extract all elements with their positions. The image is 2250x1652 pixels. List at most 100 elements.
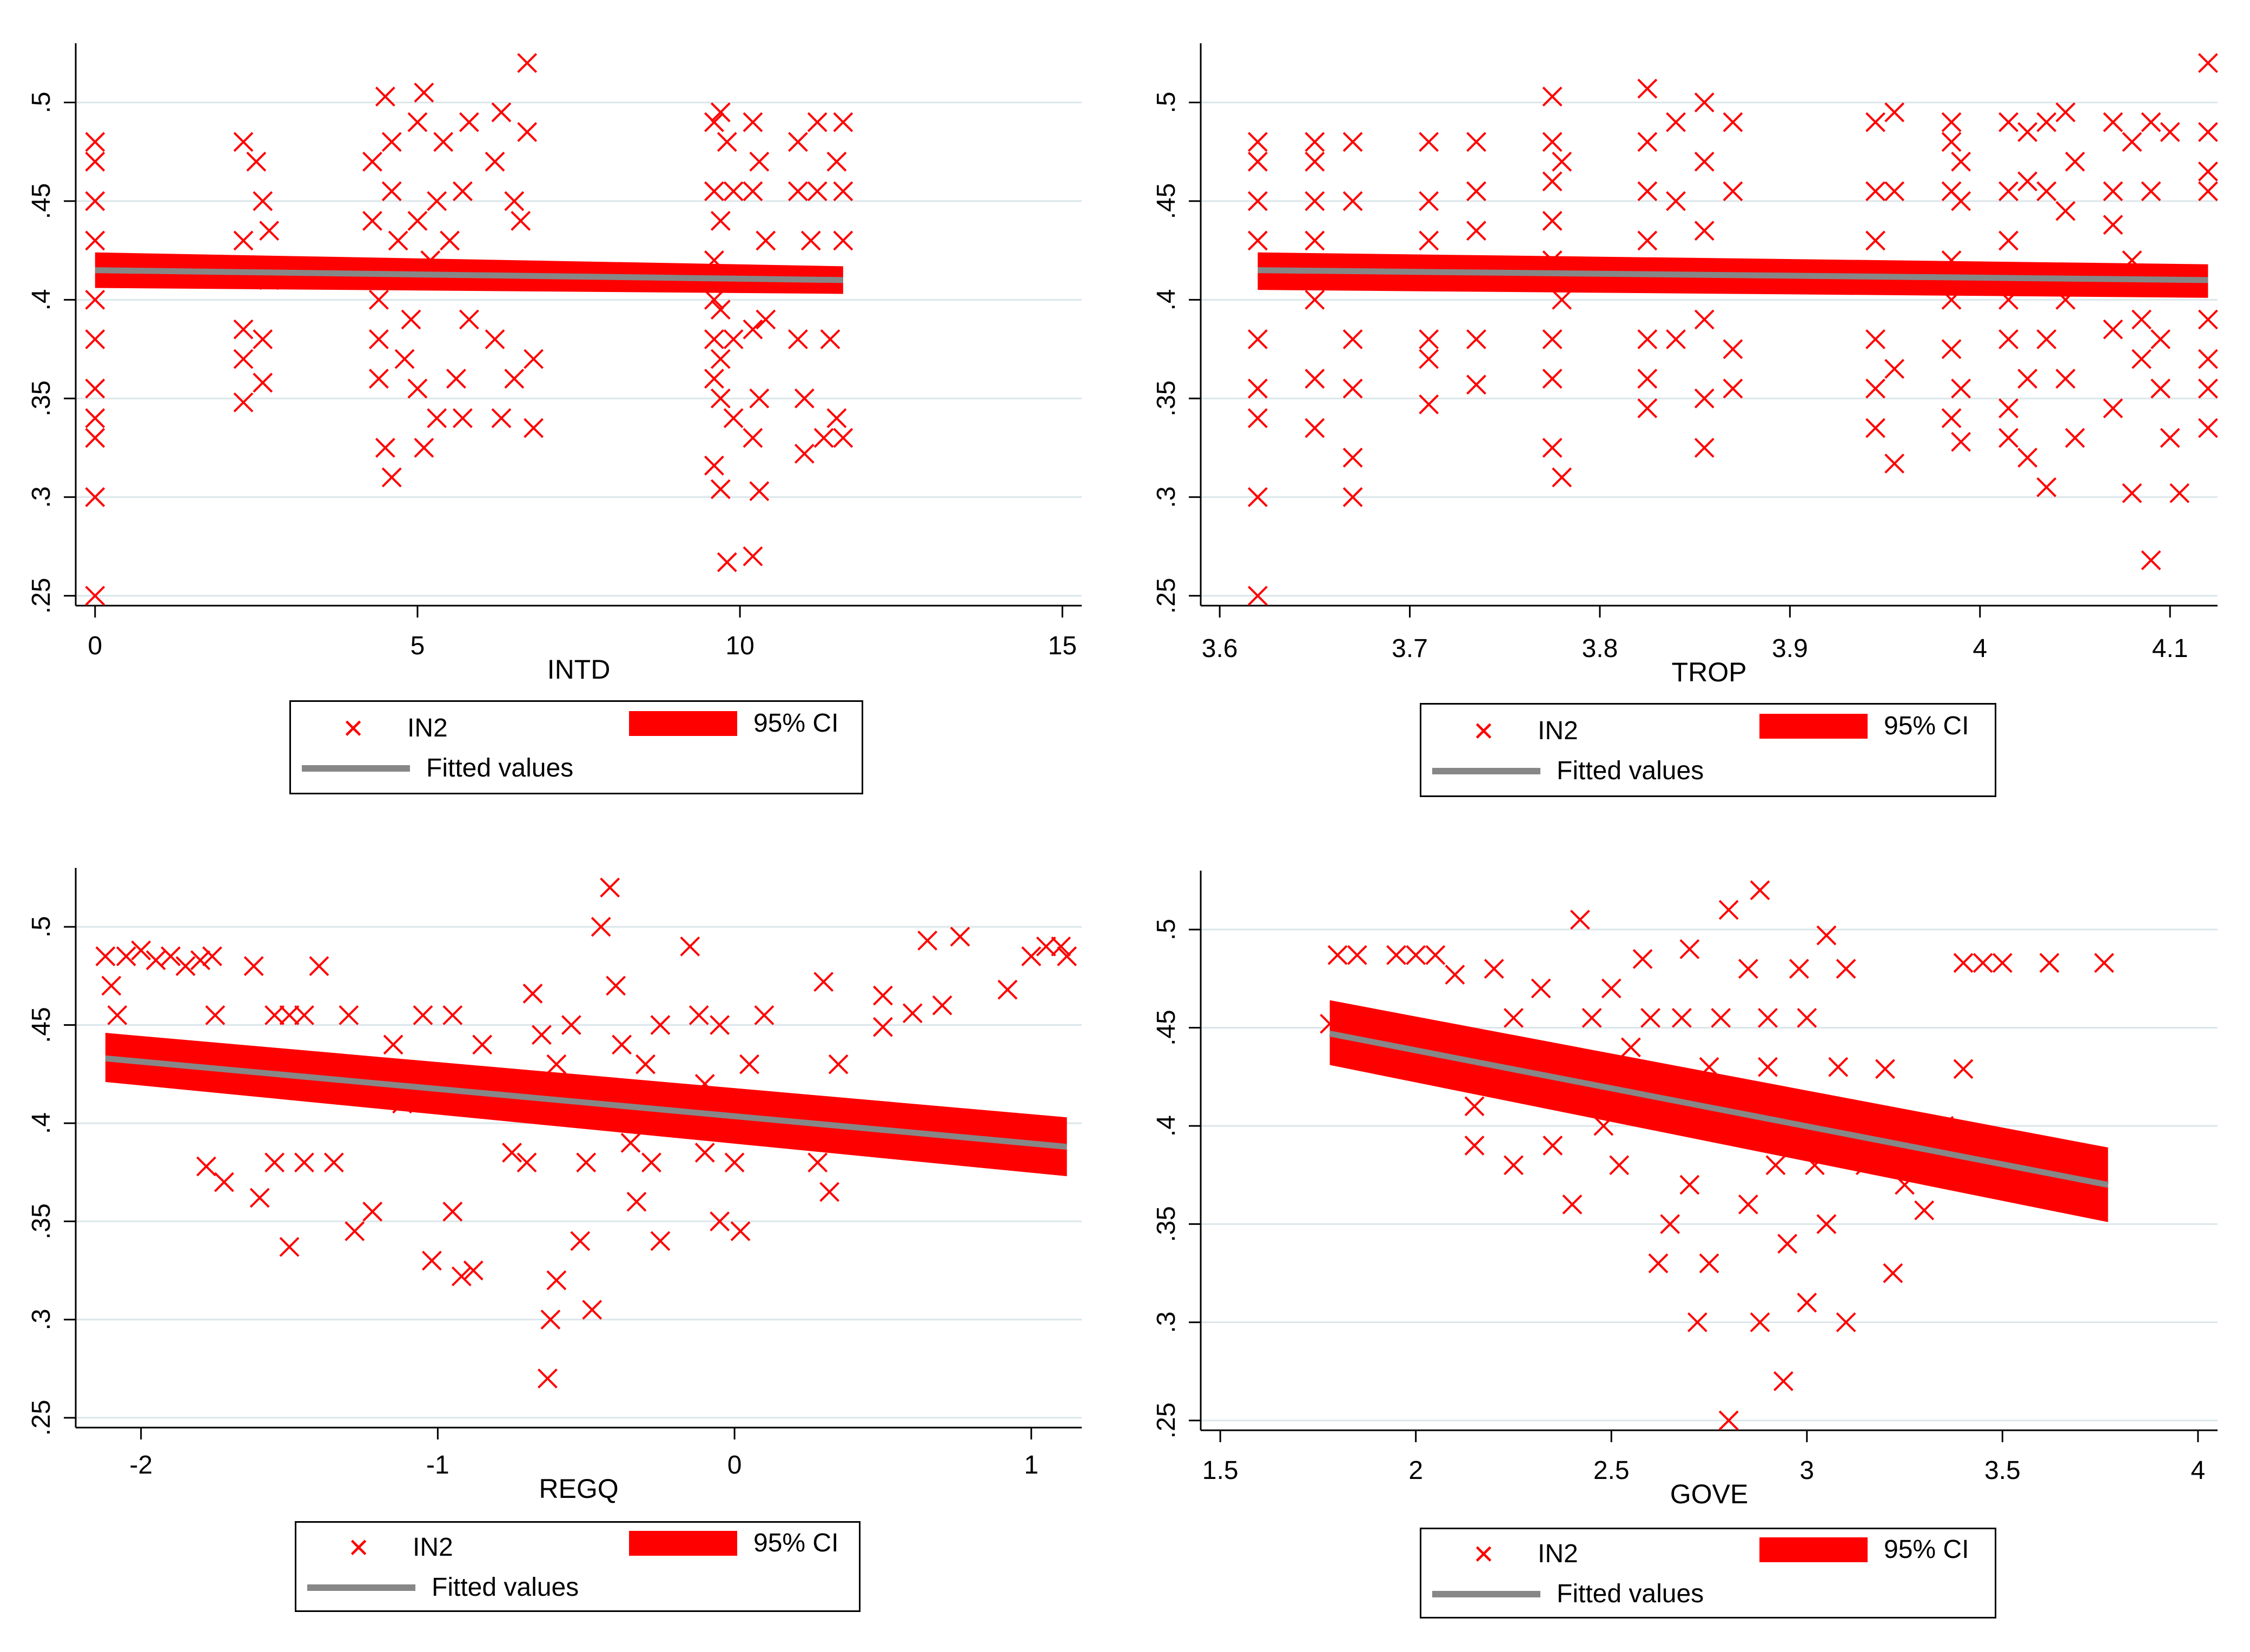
scatter-point [704,289,724,310]
scatter-point [1305,132,1325,152]
scatter-point [381,467,402,488]
scatter-point [2150,379,2170,399]
scatter-point [259,221,280,241]
scatter-point [1051,936,1071,957]
scatter-point [743,112,763,132]
scatter-point [1660,1214,1680,1235]
scatter-point [362,1202,383,1222]
legend-scatter-label: IN2 [1538,716,1578,745]
scatter-point [739,1054,759,1074]
scatter-point [2160,428,2180,448]
scatter-point [1419,230,1439,251]
y-tick-label: .4 [27,289,56,310]
fit-line-swatch-icon [1432,767,1540,774]
scatter-point [1601,978,1622,999]
legend-ci-label: 95% CI [753,1529,839,1557]
scatter-point [1694,92,1715,112]
scatter-point [502,1143,522,1163]
x-tick-label: 3.7 [1392,634,1428,663]
scatter-point [1865,329,1885,349]
scatter-point [1466,181,1486,202]
scatter-point [1464,1136,1485,1156]
scatter-point [788,181,808,202]
scatter-point [1406,945,1426,965]
y-tick-label: .35 [27,1203,56,1239]
y-tick-label: .3 [1152,486,1181,508]
scatter-point [2017,368,2038,389]
scatter-point [650,1231,671,1251]
scatter-point [205,1005,226,1025]
fit-line-swatch-icon [307,1584,415,1591]
scatter-point [704,329,724,349]
y-tick-label: .3 [27,1309,56,1330]
scatter-point [833,230,853,251]
scatter-point [743,428,763,448]
scatter-point [1865,230,1885,251]
scatter-point [710,1211,730,1232]
panel-trop: .25 .3 .35 .4 .45 .5 3.6 3.7 3.8 3.9 4 4.1 TROP × IN2… [1120,0,2250,833]
legend-scatter-label: IN2 [407,713,448,742]
scatter-point [452,408,473,428]
scatter-point [717,132,737,152]
scatter-point [788,132,808,152]
legend-ci-entry: 95% CI [629,708,838,738]
legend-fit-label: Fitted values [432,1573,579,1602]
scatter-point [710,388,731,409]
scatter-point [1883,1263,1903,1283]
scatter-point [1552,467,1572,488]
scatter-point [1342,329,1363,349]
scatter-point [1836,1312,1856,1332]
chart-regq: .25 .3 .35 .4 .45 .5 -2 -1 0 1 REGQ [27,868,1082,1504]
scatter-point [1666,191,1686,211]
scatter-point [1718,900,1739,920]
scatter-point [1637,368,1658,389]
scatter-point [591,917,611,937]
scatter-point [819,1182,840,1202]
scatter-point [1992,953,2013,973]
scatter-point [917,930,938,951]
scatter-point [2198,309,2218,330]
y-tick-label: .25 [27,1399,56,1436]
scatter-point [723,329,744,349]
scatter-point [2036,329,2057,349]
scatter-point [710,211,731,231]
scatter-point [743,319,763,340]
scatter-point [309,956,329,976]
scatter-point [1718,1410,1739,1431]
fitted-line [1258,267,2208,283]
scatter-point [807,112,828,132]
legend-ci-entry: 95% CI [1759,1535,1969,1564]
scatter-point [472,1034,493,1055]
legend-scatter-label: IN2 [1538,1539,1578,1568]
scatter-point [2103,215,2123,235]
scatter-point [749,481,770,501]
scatter-point [2065,151,2085,172]
scatter-point [95,946,116,966]
y-tick-label: .5 [1152,91,1181,113]
scatter-point [2198,418,2218,438]
scatter-point [902,1003,923,1024]
scatter-point [1425,945,1446,965]
x-marker-icon: × [348,1528,369,1567]
scatter-point [407,112,428,132]
scatter-point [808,1152,828,1173]
scatter-point [1648,1253,1669,1273]
x-tick-label: 3.9 [1772,634,1808,663]
scatter-point [1865,379,1885,399]
legend-gove: × IN2 95% CI Fitted values [1420,1528,1996,1618]
scatter-point [1637,230,1658,251]
scatter-point [1609,1155,1630,1176]
scatter-point [1305,418,1325,438]
scatter-point [233,349,254,369]
scatter-point [85,289,105,310]
x-marker-icon: × [1473,711,1494,750]
chart-gove: .25 .3 .35 .4 .45 .5 1.5 2 2.5 3 3.5 4 GOVE [1152,871,2218,1509]
scatter-point [253,329,273,349]
scatter-point [606,976,626,996]
scatter-point [1828,1057,1849,1077]
scatter-point [1386,945,1406,965]
scatter-point [375,437,395,458]
scatter-point [1671,1007,1692,1028]
scatter-point [1542,437,1563,458]
legend-ci-label: 95% CI [1884,712,1969,740]
